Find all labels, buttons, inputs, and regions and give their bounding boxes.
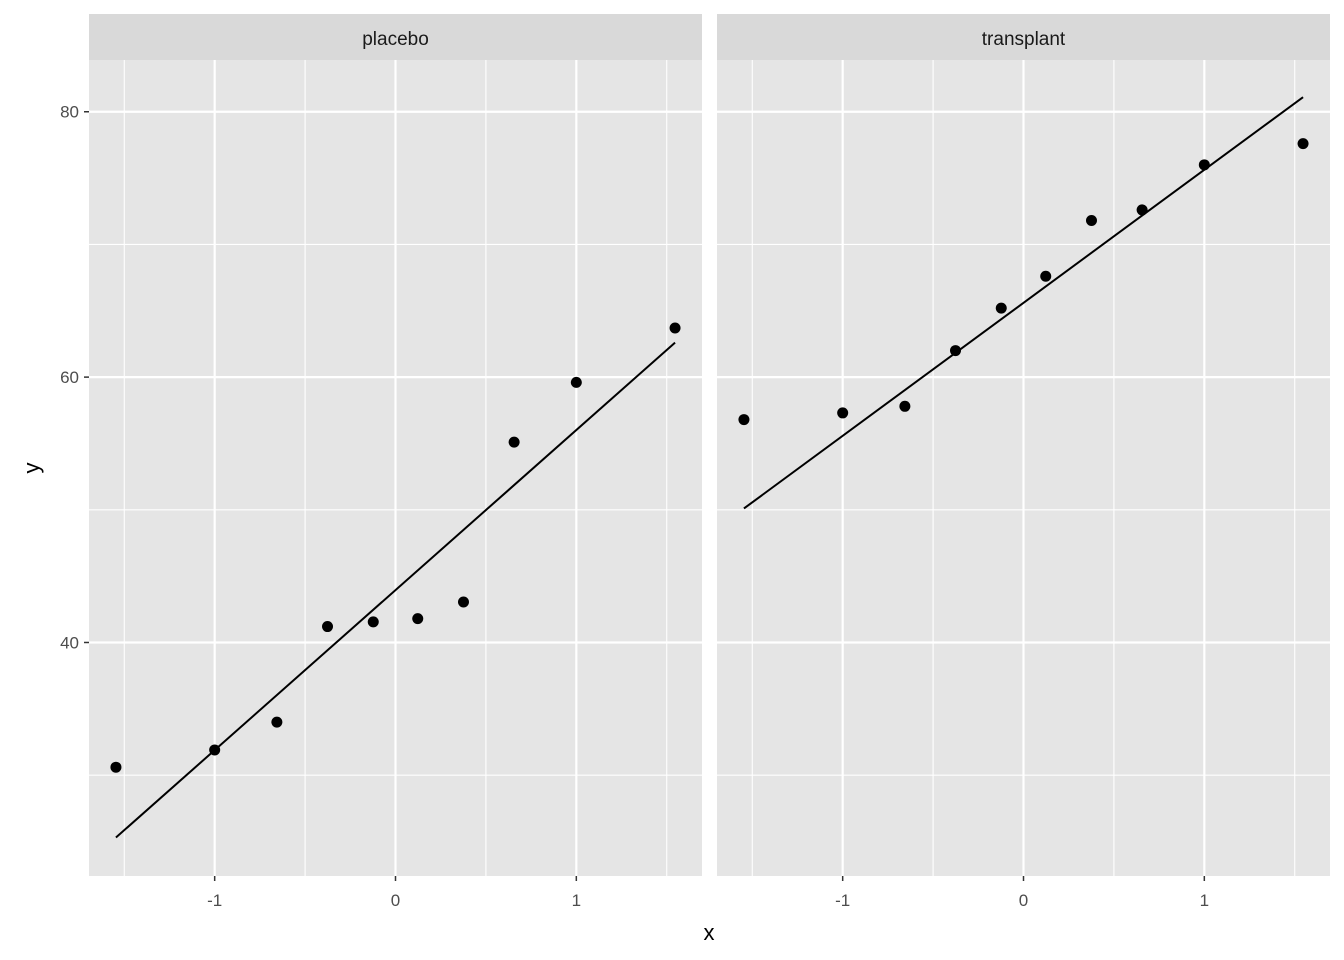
data-point [367, 616, 379, 628]
y-tick-label: 80 [60, 103, 79, 122]
panels-group: placebo -1 0 1 40 60 80 transplant -1 0 1 [60, 14, 1330, 910]
panel-placebo: placebo -1 0 1 40 60 80 [60, 14, 702, 910]
data-point [669, 322, 681, 334]
y-axis-title: y [19, 463, 44, 474]
fit-line [115, 341, 676, 839]
x-tick-label: -1 [835, 891, 850, 910]
facet-label: placebo [362, 29, 429, 50]
data-point [1198, 159, 1210, 171]
data-point [837, 407, 849, 419]
x-tick-label: 1 [1200, 891, 1209, 910]
facet-label: transplant [982, 29, 1066, 50]
y-tick-label: 40 [60, 633, 79, 652]
data-point [1297, 138, 1309, 150]
fit-line [743, 96, 1304, 510]
data-point [1085, 215, 1097, 227]
x-axis-title: x [704, 920, 715, 945]
data-point [1136, 204, 1148, 216]
data-point [738, 414, 750, 426]
data-point [271, 716, 283, 728]
x-tick-label: 1 [572, 891, 581, 910]
y-tick-label: 60 [60, 368, 79, 387]
data-point [899, 400, 911, 412]
data-point [570, 376, 582, 388]
data-point [412, 613, 424, 625]
x-tick-label: 0 [1019, 891, 1028, 910]
facet-strip [89, 14, 702, 60]
x-tick-label: 0 [391, 891, 400, 910]
data-point [457, 596, 469, 608]
panel-transplant: transplant -1 0 1 [717, 14, 1330, 910]
data-point [322, 621, 334, 633]
data-point [209, 744, 221, 756]
data-point [1040, 270, 1052, 282]
data-point [995, 302, 1007, 314]
x-tick-label: -1 [207, 891, 222, 910]
data-point [950, 345, 962, 357]
data-point [110, 761, 122, 773]
data-point [508, 436, 520, 448]
facet-strip [717, 14, 1330, 60]
